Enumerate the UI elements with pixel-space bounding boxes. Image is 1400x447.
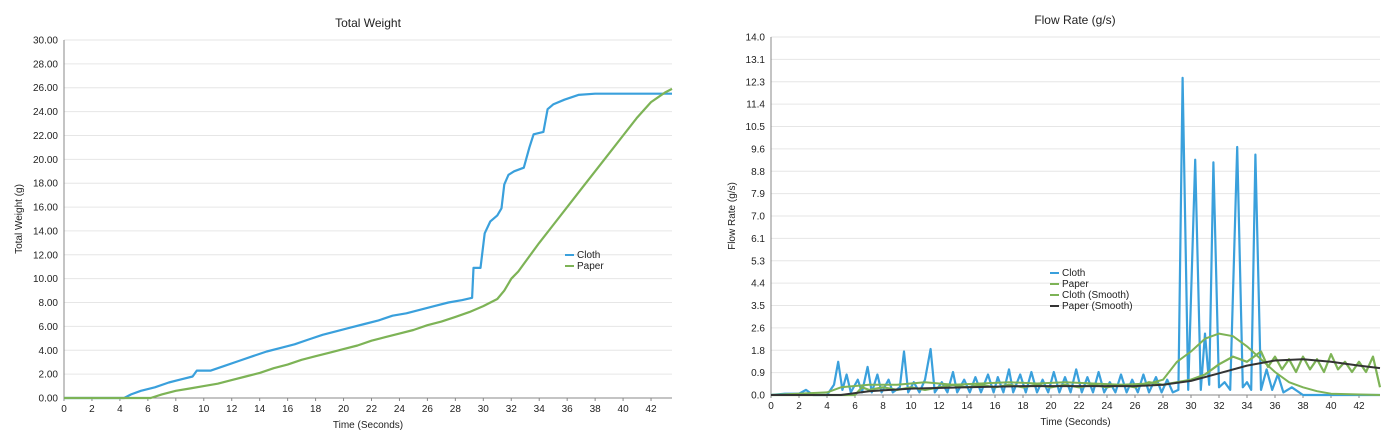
- x-tick-label: 0: [768, 401, 774, 412]
- x-axis-label: Time (Seconds): [1040, 417, 1110, 428]
- x-tick-label: 6: [852, 401, 858, 412]
- y-tick-label: 0.00: [39, 394, 59, 405]
- y-tick-label: 4.00: [39, 346, 59, 357]
- series-line-cloth: [64, 92, 672, 400]
- series-line-cloth-smooth: [770, 332, 1381, 396]
- x-tick-label: 2: [89, 404, 95, 415]
- x-tick-label: 32: [1213, 401, 1225, 412]
- x-tick-label: 20: [338, 404, 350, 415]
- y-tick-label: 8.8: [751, 167, 765, 178]
- y-tick-label: 18.00: [33, 179, 58, 190]
- y-tick-label: 10.5: [746, 122, 766, 133]
- x-tick-label: 10: [198, 404, 210, 415]
- x-tick-label: 16: [989, 401, 1001, 412]
- y-axis-label: Flow Rate (g/s): [727, 182, 738, 250]
- x-tick-label: 24: [1101, 401, 1113, 412]
- x-tick-label: 12: [226, 404, 238, 415]
- y-tick-label: 26.00: [33, 83, 58, 94]
- y-tick-label: 30.00: [33, 36, 58, 47]
- grid: [64, 39, 672, 399]
- x-tick-label: 8: [173, 404, 179, 415]
- x-tick-label: 8: [880, 401, 886, 412]
- legend-entry: Cloth: [577, 250, 600, 261]
- y-tick-label: 0.9: [751, 368, 765, 379]
- y-tick-label: 7.0: [751, 212, 765, 223]
- y-tick-label: 9.6: [751, 144, 765, 155]
- y-tick-label: 13.1: [746, 55, 766, 66]
- x-tick-label: 10: [905, 401, 917, 412]
- x-tick-label: 30: [1185, 401, 1197, 412]
- x-tick-label: 40: [618, 404, 630, 415]
- y-tick-label: 12.00: [33, 250, 58, 261]
- y-tick-label: 20.00: [33, 155, 58, 166]
- y-axis-label: Total Weight (g): [14, 184, 25, 254]
- y-tick-label: 11.4: [746, 100, 765, 111]
- y-tick-label: 28.00: [33, 59, 58, 70]
- x-tick-label: 32: [506, 404, 518, 415]
- x-tick-label: 38: [1297, 401, 1309, 412]
- x-tick-label: 36: [562, 404, 574, 415]
- x-tick-label: 16: [282, 404, 294, 415]
- y-tick-label: 14.00: [33, 226, 58, 237]
- x-tick-label: 42: [1353, 401, 1365, 412]
- x-tick-label: 0: [61, 404, 67, 415]
- y-tick-label: 0.0: [751, 391, 765, 402]
- x-tick-label: 14: [961, 401, 973, 412]
- y-tick-label: 10.00: [33, 274, 58, 285]
- x-tick-label: 28: [450, 404, 462, 415]
- legend-entry: Paper: [1062, 279, 1089, 290]
- y-tick-label: 22.00: [33, 131, 58, 142]
- x-tick-label: 34: [534, 404, 546, 415]
- x-tick-label: 20: [1045, 401, 1057, 412]
- x-tick-label: 18: [1017, 401, 1029, 412]
- y-tick-label: 7.9: [751, 189, 765, 200]
- legend-entry: Cloth: [1062, 268, 1085, 279]
- total-weight-chart: 0.00 2.00 4.00 6.00 8.00 10.00 12.00 14.00 16.00…: [14, 16, 673, 431]
- x-tick-label: 26: [422, 404, 434, 415]
- x-tick-label: 42: [645, 404, 657, 415]
- x-tick-label: 40: [1325, 401, 1337, 412]
- x-tick-label: 2: [796, 401, 802, 412]
- y-tick-label: 8.00: [39, 298, 59, 309]
- series-line-paper-smooth: [771, 358, 1381, 396]
- y-tick-label: 24.00: [33, 107, 58, 118]
- y-tick-label: 4.4: [751, 279, 765, 290]
- y-tick-label: 14.0: [746, 33, 766, 44]
- x-tick-label: 24: [394, 404, 406, 415]
- y-tick-label: 6.00: [39, 322, 59, 333]
- x-tick-label: 18: [310, 404, 322, 415]
- x-tick-label: 28: [1157, 401, 1169, 412]
- x-tick-label: 14: [254, 404, 266, 415]
- y-tick-label: 1.8: [751, 346, 765, 357]
- grid: [771, 36, 1380, 396]
- x-tick-label: 30: [478, 404, 490, 415]
- y-tick-label: 5.3: [751, 256, 765, 267]
- y-tick-label: 6.1: [751, 234, 765, 245]
- legend-entry: Paper: [577, 261, 604, 272]
- x-axis-label: Time (Seconds): [333, 420, 403, 431]
- x-tick-label: 26: [1129, 401, 1141, 412]
- x-tick-label: 36: [1269, 401, 1281, 412]
- series-line-paper: [64, 87, 673, 400]
- flow-rate-chart: 0.0 0.9 1.8 2.6 3.5 4.4 5.3 6.1 7.0 7.9 8.8 9.6 10.5…: [727, 13, 1382, 428]
- chart-title: Total Weight: [335, 16, 401, 30]
- y-tick-label: 2.6: [751, 323, 765, 334]
- x-tick-label: 4: [824, 401, 830, 412]
- series-line-cloth: [770, 76, 1380, 397]
- legend-entry: Cloth (Smooth): [1062, 290, 1129, 301]
- x-tick-label: 6: [145, 404, 151, 415]
- x-tick-label: 22: [1073, 401, 1085, 412]
- y-tick-label: 2.00: [39, 370, 59, 381]
- x-tick-label: 12: [933, 401, 945, 412]
- x-tick-label: 4: [117, 404, 123, 415]
- x-tick-label: 38: [590, 404, 602, 415]
- y-tick-label: 16.00: [33, 203, 58, 214]
- y-tick-label: 3.5: [751, 301, 765, 312]
- legend-entry: Paper (Smooth): [1062, 301, 1133, 312]
- x-tick-label: 34: [1241, 401, 1253, 412]
- y-tick-label: 12.3: [746, 77, 766, 88]
- chart-title: Flow Rate (g/s): [1034, 13, 1115, 27]
- x-tick-label: 22: [366, 404, 378, 415]
